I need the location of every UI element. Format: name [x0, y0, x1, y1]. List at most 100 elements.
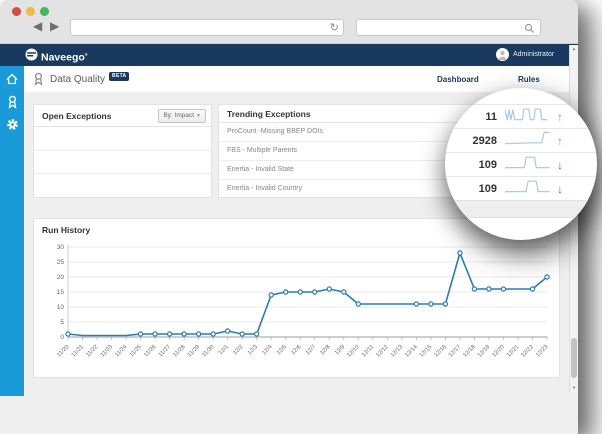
- data-point[interactable]: [253, 331, 260, 337]
- magnifier-lens: 11 ↑ 2928 ↑ 109 ↓ 109 ↓: [445, 88, 597, 240]
- scrollbar-thumb[interactable]: [571, 338, 577, 378]
- data-point[interactable]: [486, 286, 492, 292]
- search-icon[interactable]: [524, 23, 535, 34]
- url-bar[interactable]: ↻: [70, 19, 344, 36]
- trend-sparkline: [505, 106, 551, 122]
- trend-sparkline: [505, 154, 551, 170]
- traffic-light-close-icon[interactable]: [12, 7, 21, 16]
- data-point[interactable]: [152, 331, 158, 337]
- data-point[interactable]: [544, 274, 550, 280]
- open-exception-row[interactable]: [34, 174, 211, 198]
- x-axis-date-label: 11/27: [158, 344, 172, 358]
- back-icon[interactable]: ◀: [33, 19, 43, 33]
- search-input[interactable]: [361, 20, 524, 35]
- brand-mark: ®: [84, 52, 88, 57]
- refresh-icon[interactable]: ↻: [329, 22, 339, 34]
- forward-icon[interactable]: ▶: [50, 19, 60, 33]
- trend-down-icon: ↓: [557, 181, 563, 196]
- traffic-light-zoom-icon[interactable]: [40, 7, 49, 16]
- data-point[interactable]: [137, 331, 144, 337]
- traffic-light-minimize-icon[interactable]: [26, 7, 35, 16]
- data-point[interactable]: [195, 331, 202, 337]
- nav-link-dashboard[interactable]: Dashboard: [437, 75, 479, 84]
- x-axis-date-label: 12/16: [433, 344, 448, 359]
- x-axis-date-label: 12/5: [276, 344, 288, 356]
- x-axis-date-label: 12/3: [247, 344, 259, 356]
- x-axis-date-label: 12/13: [390, 344, 405, 359]
- avatar[interactable]: [496, 48, 509, 61]
- home-icon[interactable]: [5, 72, 19, 86]
- magnified-exception-value: 2928: [472, 134, 497, 147]
- run-history-panel: Run History 0 5 10 15 20 25 30 11/20 11/21 11/22 1…: [33, 218, 560, 378]
- impact-filter-dropdown[interactable]: By: Impact ▼: [158, 109, 206, 123]
- magnified-panel-gap: [445, 200, 597, 218]
- y-axis-tick-label: 10: [57, 304, 65, 311]
- x-axis-date-label: 12/8: [319, 344, 331, 356]
- scroll-down-icon[interactable]: ▼: [572, 385, 576, 390]
- app-navbar: Naveego® Administrator: [0, 44, 578, 66]
- x-axis-date-label: 11/23: [100, 344, 114, 358]
- page-header: Data Quality BETA Dashboard Rules: [24, 66, 569, 92]
- data-point[interactable]: [239, 331, 245, 337]
- data-point[interactable]: [297, 289, 303, 295]
- data-point[interactable]: [181, 331, 187, 337]
- x-axis-date-label: 12/11: [361, 344, 375, 358]
- x-axis-date-label: 11/30: [201, 344, 215, 358]
- y-axis-tick-label: 5: [60, 319, 64, 326]
- x-axis-date-label: 11/28: [172, 344, 186, 358]
- brand-name: Naveego®: [41, 51, 88, 64]
- y-axis-tick-label: 15: [57, 289, 65, 296]
- x-axis-date-label: 11/26: [143, 344, 157, 358]
- open-exception-row[interactable]: [34, 127, 211, 151]
- data-point[interactable]: [65, 331, 71, 337]
- y-axis-tick-label: 30: [57, 244, 65, 251]
- data-point[interactable]: [413, 301, 420, 307]
- y-axis-tick-label: 0: [60, 334, 64, 341]
- nav-link-rules[interactable]: Rules: [518, 75, 540, 84]
- user-name[interactable]: Administrator: [513, 51, 555, 58]
- x-axis-date-label: 12/19: [477, 344, 492, 359]
- y-axis-tick-label: 20: [57, 274, 65, 281]
- magnified-trending-row: 11 ↑: [445, 104, 597, 128]
- beta-badge: BETA: [109, 71, 130, 81]
- data-point[interactable]: [529, 286, 536, 292]
- naveego-logo-icon: [25, 48, 38, 61]
- trend-up-icon: ↑: [557, 133, 563, 148]
- data-point[interactable]: [500, 286, 507, 292]
- data-point[interactable]: [471, 286, 478, 292]
- gear-icon[interactable]: [6, 118, 19, 131]
- data-point[interactable]: [312, 289, 318, 295]
- search-bar[interactable]: [356, 19, 541, 36]
- data-point[interactable]: [166, 331, 173, 337]
- x-axis-date-label: 12/6: [290, 344, 302, 356]
- x-axis-date-label: 12/18: [462, 344, 477, 359]
- data-point[interactable]: [210, 331, 216, 337]
- data-point[interactable]: [355, 301, 362, 307]
- x-axis-date-label: 11/29: [187, 344, 201, 358]
- x-axis-date-label: 12/23: [535, 344, 550, 359]
- data-point[interactable]: [268, 292, 274, 298]
- data-point[interactable]: [283, 289, 289, 295]
- magnified-exception-value: 109: [478, 158, 497, 171]
- run-history-title: Run History: [42, 225, 91, 235]
- open-exception-row[interactable]: [34, 151, 211, 175]
- award-icon[interactable]: [6, 95, 19, 109]
- magnified-trending-row: 2928 ↑: [445, 128, 597, 152]
- x-axis-date-label: 12/4: [261, 344, 274, 357]
- data-point[interactable]: [326, 286, 332, 292]
- trending-exception-label: Enertia - Invalid Country: [227, 184, 303, 192]
- data-point[interactable]: [341, 289, 347, 295]
- trend-down-icon: ↓: [557, 157, 563, 172]
- data-point[interactable]: [457, 250, 463, 256]
- x-axis-date-label: 12/14: [404, 344, 419, 359]
- url-input[interactable]: [75, 20, 327, 35]
- x-axis-date-label: 11/25: [129, 344, 143, 358]
- data-point[interactable]: [224, 328, 231, 334]
- scroll-up-icon[interactable]: ▲: [572, 46, 576, 51]
- data-point[interactable]: [428, 301, 434, 307]
- data-point[interactable]: [442, 301, 449, 307]
- trend-up-icon: ↑: [557, 109, 563, 124]
- x-axis-date-label: 11/24: [114, 344, 129, 359]
